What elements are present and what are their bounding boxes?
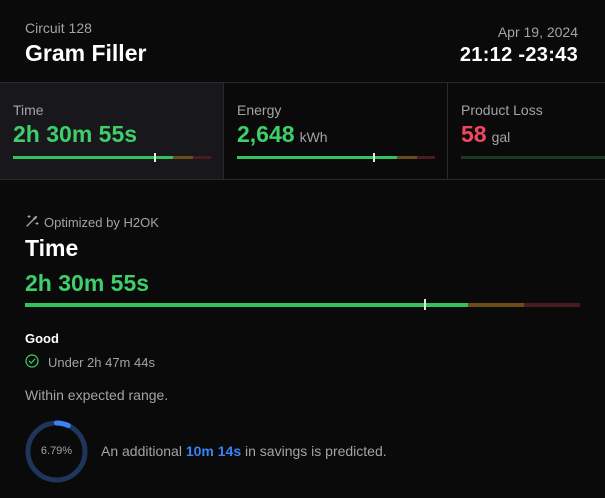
magic-wand-icon: [25, 214, 44, 231]
bar-segment-bad: [417, 156, 435, 159]
rating-label: Good: [25, 331, 59, 346]
bar-marker: [154, 153, 156, 162]
savings-suffix: in savings is predicted.: [245, 443, 387, 459]
bar-segment-warning: [173, 156, 193, 159]
time-range: 21:12 -23:43: [459, 44, 578, 66]
metric-card-time[interactable]: Time 2h 30m 55s: [0, 83, 224, 179]
metric-card-energy[interactable]: Energy 2,648 kWh: [224, 83, 448, 179]
savings-ring-graphic: [25, 420, 88, 483]
bar-segment-good: [461, 156, 605, 159]
savings-text: An additional 10m 14s in savings is pred…: [101, 443, 387, 459]
machine-title: Gram Filler: [25, 40, 147, 66]
range-note: Within expected range.: [25, 387, 169, 403]
metrics-row: Time 2h 30m 55s Energy 2,648 kWh Product …: [0, 82, 605, 180]
threshold-text: Under 2h 47m 44s: [48, 355, 155, 370]
savings-prefix: An additional: [101, 443, 182, 459]
circuit-label: Circuit 128: [25, 20, 92, 36]
bar-segment-good: [237, 156, 397, 159]
metric-unit: kWh: [299, 129, 328, 145]
detail-panel: Optimized by H2OK Time 2h 30m 55s Good U…: [25, 180, 580, 498]
metric-unit: gal: [491, 129, 511, 145]
bar-segment-warning: [397, 156, 417, 159]
metric-value: 58 gal: [461, 121, 510, 148]
metric-value-text: 58: [461, 121, 487, 147]
metric-progress-bar: [461, 156, 605, 159]
metric-label: Time: [13, 102, 44, 118]
bar-segment-bad: [193, 156, 211, 159]
bar-segment-good: [25, 303, 468, 307]
bar-marker: [373, 153, 375, 162]
metric-progress-bar: [237, 153, 435, 162]
savings-ring-progress: [25, 420, 88, 483]
metric-value-text: 2,648: [237, 121, 295, 147]
metric-progress-bar: [13, 153, 211, 162]
savings-percent: 6.79%: [40, 445, 73, 457]
metric-value: 2,648 kWh: [237, 121, 328, 148]
savings-amount: 10m 14s: [185, 443, 242, 459]
detail-value: 2h 30m 55s: [25, 270, 150, 296]
savings-ring: 6.79%: [25, 420, 88, 483]
header: Circuit 128 Gram Filler Apr 19, 2024 21:…: [0, 0, 605, 82]
detail-title: Time: [25, 235, 79, 261]
bar-segment-warning: [468, 303, 524, 307]
metric-label: Product Loss: [461, 102, 543, 118]
optimized-label: Optimized by H2OK: [44, 215, 159, 230]
metric-label: Energy: [237, 102, 282, 118]
bar-segment-good: [13, 156, 173, 159]
metric-card-product-loss[interactable]: Product Loss 58 gal: [448, 83, 605, 179]
metric-value: 2h 30m 55s: [13, 121, 137, 148]
metric-value-text: 2h 30m 55s: [13, 121, 138, 147]
check-circle-icon: [25, 354, 48, 371]
threshold-row: Under 2h 47m 44s: [25, 354, 155, 371]
bar-marker: [424, 299, 426, 310]
detail-progress-bar: [25, 299, 580, 310]
date-label: Apr 19, 2024: [497, 24, 578, 40]
optimized-badge: Optimized by H2OK: [25, 214, 159, 231]
bar-segment-bad: [524, 303, 580, 307]
